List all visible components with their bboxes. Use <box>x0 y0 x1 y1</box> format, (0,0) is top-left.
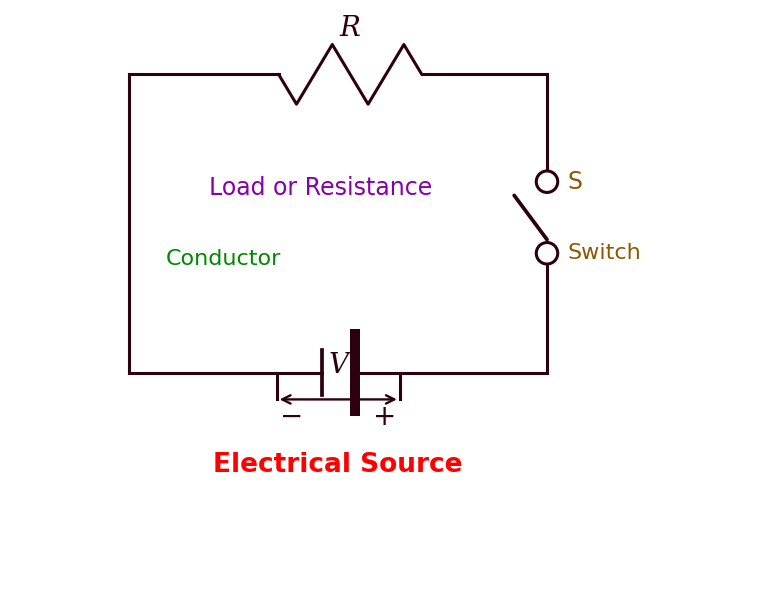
Text: Conductor: Conductor <box>165 249 280 269</box>
Text: Electrical Source: Electrical Source <box>214 452 463 478</box>
Circle shape <box>537 171 558 193</box>
Text: Switch: Switch <box>568 243 641 263</box>
Circle shape <box>537 243 558 264</box>
Text: S: S <box>568 170 583 194</box>
Text: Load or Resistance: Load or Resistance <box>209 176 432 200</box>
Text: −: − <box>280 403 303 431</box>
Text: +: + <box>373 403 397 431</box>
Text: R: R <box>340 14 360 42</box>
Text: V: V <box>328 352 348 379</box>
